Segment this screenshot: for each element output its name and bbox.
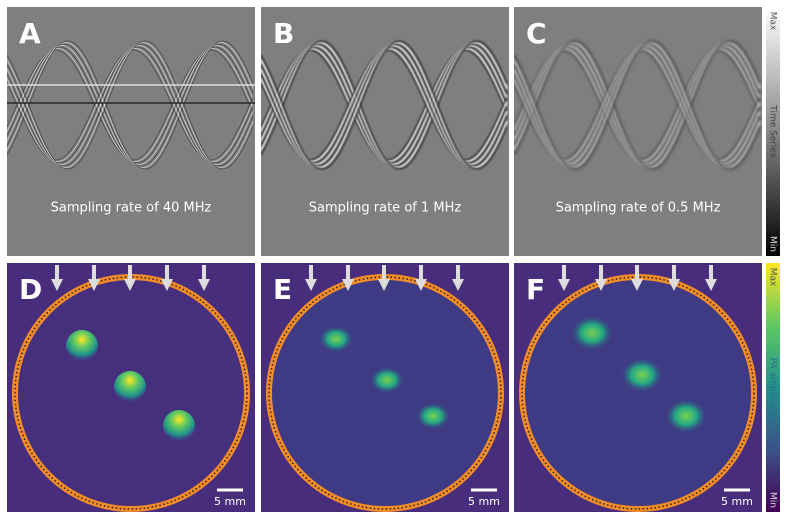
panel-letter: A <box>19 17 41 50</box>
absorber <box>318 325 354 353</box>
source-arrow <box>558 265 570 291</box>
absorber <box>664 398 708 434</box>
absorber <box>570 315 614 351</box>
panel: Sampling rate of 0.5 MHz <box>514 7 762 256</box>
signal-trace <box>261 39 509 171</box>
source-arrow <box>595 265 607 291</box>
colorbar-label: Max <box>768 12 778 31</box>
scale-bar-label: 5 mm <box>214 495 246 508</box>
source-arrow <box>705 265 717 291</box>
colorbar-label: Time Series <box>768 104 778 158</box>
colorbar-label: Min <box>768 236 778 252</box>
source-arrow <box>668 265 680 291</box>
source-arrow <box>415 265 427 291</box>
panel-caption: Sampling rate of 40 MHz <box>51 201 212 216</box>
signal-trace <box>7 42 254 168</box>
scale-bar-label: 5 mm <box>721 495 753 508</box>
signal-trace <box>261 39 509 171</box>
colorbar-label: PA amplitude <box>768 358 778 418</box>
detector-dots <box>14 276 248 510</box>
signal-trace <box>514 39 762 171</box>
panel-letter: D <box>19 273 42 306</box>
source-arrow <box>631 265 643 291</box>
source-arrow <box>161 265 173 291</box>
colorbar <box>766 7 780 256</box>
scale-bar-label: 5 mm <box>468 495 500 508</box>
absorber <box>620 357 664 393</box>
source-arrow <box>452 265 464 291</box>
source-arrow <box>342 265 354 291</box>
panel: 5 mm <box>7 263 255 512</box>
colorbar <box>766 263 780 512</box>
absorber <box>415 402 451 430</box>
panel: Sampling rate of 1 MHz <box>261 7 509 256</box>
source-arrow <box>88 265 100 291</box>
signal-trace <box>7 42 254 168</box>
signal-trace <box>514 39 762 171</box>
panel-caption: Sampling rate of 1 MHz <box>309 201 462 216</box>
absorber <box>163 410 195 442</box>
detector-dots <box>521 276 755 510</box>
signal-trace <box>7 40 254 170</box>
absorber <box>66 330 98 362</box>
panel: 5 mm <box>514 263 762 512</box>
panel: 5 mm <box>261 263 509 512</box>
absorber <box>114 371 146 403</box>
panel-letter: F <box>526 273 545 306</box>
panel-letter: B <box>273 17 294 50</box>
source-arrow <box>51 265 63 291</box>
source-arrow <box>198 265 210 291</box>
panel-letter: C <box>526 17 547 50</box>
source-arrow <box>305 265 317 291</box>
source-arrow <box>124 265 136 291</box>
absorber <box>369 366 405 394</box>
panel-letter: E <box>273 273 292 306</box>
panel: Sampling rate of 40 MHz <box>7 7 255 256</box>
source-arrow <box>378 265 390 291</box>
signal-trace <box>7 40 254 170</box>
colorbar-label: Max <box>768 268 778 287</box>
panel-caption: Sampling rate of 0.5 MHz <box>556 201 721 216</box>
colorbar-label: Min <box>768 492 778 508</box>
detector-dots <box>268 276 502 510</box>
detector-ring <box>519 274 757 512</box>
